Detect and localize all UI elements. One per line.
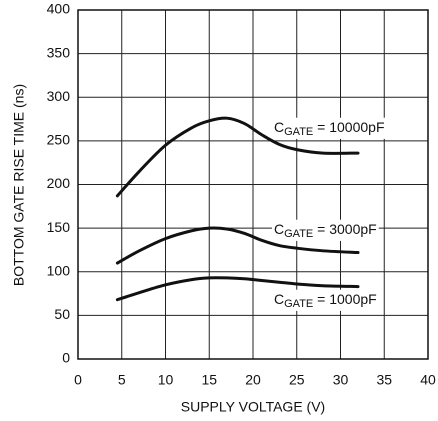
x-tick-label: 15 [201, 372, 217, 388]
label-subscript: GATE [284, 298, 313, 310]
x-tick-label: 5 [118, 372, 126, 388]
line-series [115, 276, 360, 302]
series-label: CGATE = 10000pF [274, 119, 385, 138]
label-symbol: C [274, 119, 284, 135]
x-tick-label: 25 [289, 372, 305, 388]
label-background [272, 117, 387, 139]
x-tick-label: 10 [158, 372, 174, 388]
y-tick-label: 200 [47, 175, 71, 191]
line-series [115, 116, 360, 198]
y-tick-label: 250 [47, 132, 71, 148]
y-tick-label: 0 [62, 350, 70, 366]
label-text: = 1000pF [313, 291, 376, 307]
label-subscript: GATE [284, 126, 313, 138]
y-tick-label: 300 [47, 88, 71, 104]
y-tick-label: 100 [47, 262, 71, 278]
y-axis-label: BOTTOM GATE RISE TIME (ns) [11, 84, 27, 286]
x-tick-label: 0 [74, 372, 82, 388]
x-tick-label: 40 [420, 372, 436, 388]
x-tick-label: 35 [376, 372, 392, 388]
y-tick-label: 400 [47, 1, 71, 17]
plot-frame [77, 9, 429, 360]
label-background [272, 219, 379, 241]
y-tick-label: 150 [47, 219, 71, 235]
line-series [115, 226, 360, 265]
label-symbol: C [274, 291, 284, 307]
y-tick-label: 50 [54, 306, 70, 322]
series-label: CGATE = 1000pF [274, 291, 377, 310]
x-tick-label: 20 [245, 372, 261, 388]
y-tick-label: 350 [47, 44, 71, 60]
x-axis-label: SUPPLY VOLTAGE (V) [181, 399, 325, 415]
series-label: CGATE = 3000pF [274, 221, 377, 240]
label-text: = 10000pF [313, 119, 384, 135]
label-text: = 3000pF [313, 221, 376, 237]
label-background [272, 289, 379, 311]
label-subscript: GATE [284, 228, 313, 240]
label-symbol: C [274, 221, 284, 237]
x-tick-label: 30 [333, 372, 349, 388]
